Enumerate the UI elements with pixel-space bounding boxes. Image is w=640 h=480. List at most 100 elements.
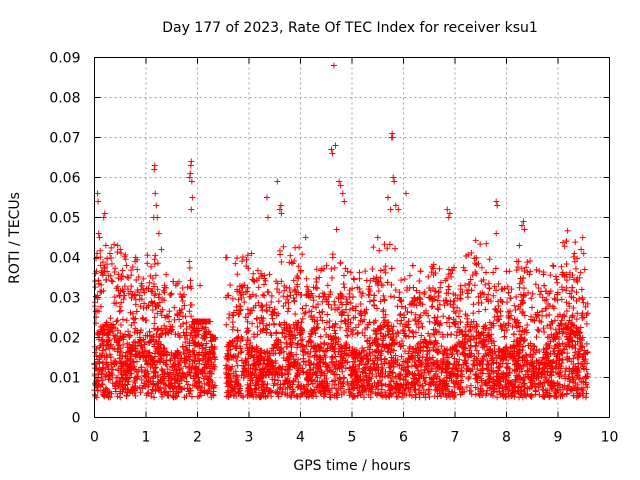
data-point <box>510 381 517 388</box>
data-point <box>577 339 584 346</box>
data-point <box>389 327 396 334</box>
data-point <box>115 383 122 390</box>
data-point <box>154 286 161 293</box>
data-point <box>141 300 148 307</box>
data-point <box>509 389 516 396</box>
data-point <box>439 350 446 357</box>
data-point <box>502 377 509 384</box>
data-point <box>92 308 99 315</box>
data-point <box>281 287 288 294</box>
data-point <box>392 287 399 294</box>
data-point <box>250 277 257 284</box>
data-point <box>94 296 101 303</box>
data-point <box>152 338 159 345</box>
data-point <box>390 323 397 330</box>
data-point <box>531 343 538 350</box>
data-point <box>521 312 528 319</box>
data-point <box>280 293 287 300</box>
data-point <box>250 354 257 361</box>
data-point <box>285 371 292 378</box>
data-point <box>235 333 242 340</box>
data-point <box>92 284 99 291</box>
data-point <box>241 299 248 306</box>
data-point <box>321 326 328 333</box>
data-point <box>298 337 305 344</box>
data-point <box>454 304 461 311</box>
data-point <box>337 324 344 331</box>
data-point <box>129 264 136 271</box>
data-point <box>103 276 110 283</box>
data-point <box>260 320 267 327</box>
data-point <box>484 358 491 365</box>
data-point <box>260 369 267 376</box>
data-point <box>96 352 103 359</box>
data-point <box>378 348 385 355</box>
data-point <box>320 348 327 355</box>
data-point <box>520 308 527 315</box>
data-point <box>314 285 321 292</box>
data-point <box>181 350 188 357</box>
data-point <box>563 299 570 306</box>
data-point <box>463 362 470 369</box>
data-point <box>141 289 148 296</box>
data-point <box>415 324 422 331</box>
data-point <box>262 372 269 379</box>
data-point <box>370 244 377 251</box>
data-point <box>104 332 111 339</box>
data-point <box>375 364 382 371</box>
data-point <box>126 390 133 397</box>
data-point <box>118 334 125 341</box>
data-point <box>235 350 242 357</box>
data-point <box>278 344 285 351</box>
data-point <box>543 305 550 312</box>
data-point <box>313 266 320 273</box>
data-point <box>164 366 171 373</box>
data-point <box>338 364 345 371</box>
data-point <box>326 318 333 325</box>
data-point <box>517 291 524 298</box>
data-point <box>93 255 100 262</box>
data-point <box>371 336 378 343</box>
data-point <box>238 295 245 302</box>
data-point <box>551 317 558 324</box>
data-point <box>135 274 142 281</box>
data-point <box>468 249 475 256</box>
data-point <box>544 322 551 329</box>
data-point <box>303 342 310 349</box>
data-point <box>242 314 249 321</box>
data-point <box>500 391 507 398</box>
data-point <box>327 345 334 352</box>
data-point <box>287 252 294 259</box>
data-point <box>471 260 478 267</box>
data-point <box>407 389 414 396</box>
data-point <box>399 338 406 345</box>
data-point <box>384 245 391 252</box>
data-point <box>373 274 380 281</box>
data-point <box>272 342 279 349</box>
data-point <box>479 388 486 395</box>
data-point <box>543 312 550 319</box>
data-point <box>421 369 428 376</box>
data-point <box>536 328 543 335</box>
data-point <box>347 319 354 326</box>
data-point <box>128 283 135 290</box>
data-point <box>171 304 178 311</box>
data-point <box>575 325 582 332</box>
data-point <box>133 276 140 283</box>
data-point <box>493 287 500 294</box>
data-point <box>424 344 431 351</box>
data-point <box>448 274 455 281</box>
data-point <box>337 260 344 267</box>
data-point <box>172 371 179 378</box>
data-point <box>541 329 548 336</box>
data-point <box>572 349 579 356</box>
data-point <box>460 264 467 271</box>
data-point <box>485 280 492 287</box>
data-point <box>95 331 102 338</box>
data-point <box>299 336 306 343</box>
y-tick-label: 0.07 <box>49 131 80 147</box>
data-point <box>100 364 107 371</box>
data-point <box>436 383 443 390</box>
data-point <box>559 383 566 390</box>
data-point <box>287 362 294 369</box>
